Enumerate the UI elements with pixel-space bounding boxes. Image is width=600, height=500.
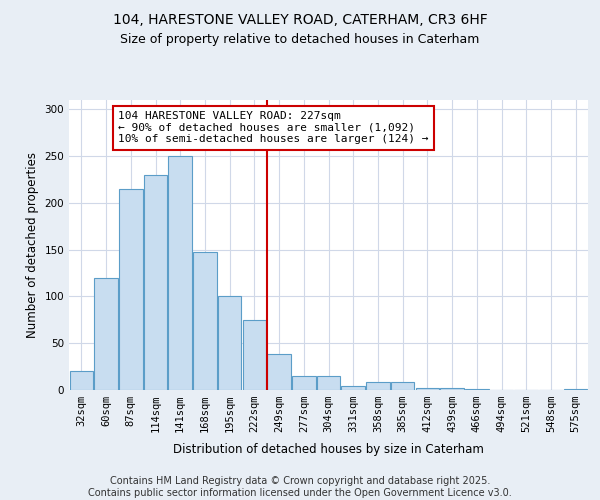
Bar: [268, 354, 291, 390]
Bar: [317, 376, 340, 390]
Bar: [440, 388, 464, 390]
Bar: [465, 389, 488, 390]
Text: Distribution of detached houses by size in Caterham: Distribution of detached houses by size …: [173, 442, 484, 456]
Bar: [366, 382, 389, 390]
Text: 104 HARESTONE VALLEY ROAD: 227sqm
← 90% of detached houses are smaller (1,092)
1: 104 HARESTONE VALLEY ROAD: 227sqm ← 90% …: [118, 111, 429, 144]
Text: Size of property relative to detached houses in Caterham: Size of property relative to detached ho…: [121, 32, 479, 46]
Bar: [391, 382, 415, 390]
Bar: [218, 296, 241, 390]
Text: 104, HARESTONE VALLEY ROAD, CATERHAM, CR3 6HF: 104, HARESTONE VALLEY ROAD, CATERHAM, CR…: [113, 12, 487, 26]
Bar: [144, 175, 167, 390]
Bar: [94, 278, 118, 390]
Bar: [193, 252, 217, 390]
Text: Contains HM Land Registry data © Crown copyright and database right 2025.
Contai: Contains HM Land Registry data © Crown c…: [88, 476, 512, 498]
Bar: [341, 386, 365, 390]
Bar: [416, 388, 439, 390]
Bar: [169, 156, 192, 390]
Bar: [292, 376, 316, 390]
Bar: [119, 189, 143, 390]
Y-axis label: Number of detached properties: Number of detached properties: [26, 152, 39, 338]
Bar: [70, 372, 93, 390]
Bar: [564, 389, 587, 390]
Bar: [242, 320, 266, 390]
